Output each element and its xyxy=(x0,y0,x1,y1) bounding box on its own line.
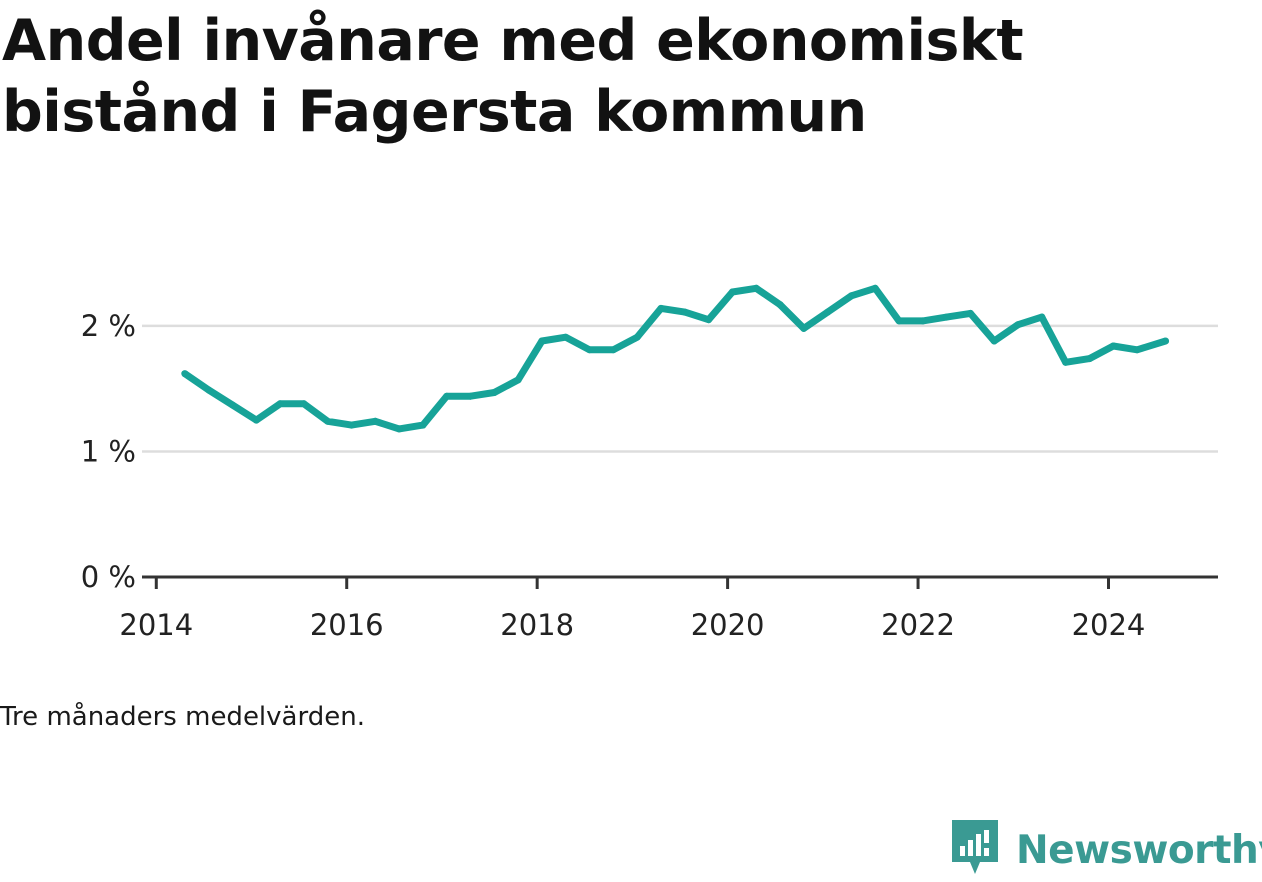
y-axis: 0 % 1 % 2 % xyxy=(81,309,136,594)
gridlines xyxy=(142,324,1218,453)
data-point xyxy=(490,389,498,396)
data-point xyxy=(514,376,522,384)
data-point xyxy=(871,284,879,292)
data-point xyxy=(252,416,260,424)
series-layer xyxy=(181,284,1170,433)
data-point xyxy=(276,400,284,408)
data-point xyxy=(1133,346,1141,354)
data-point xyxy=(562,333,570,341)
data-point xyxy=(705,316,713,324)
data-point xyxy=(919,317,927,325)
data-point xyxy=(990,337,998,345)
data-point xyxy=(467,392,474,400)
data-point xyxy=(943,313,951,321)
data-point xyxy=(895,317,903,325)
footnote: Tre månaders medelvärden. xyxy=(0,702,365,732)
data-point xyxy=(443,392,451,400)
x-axis: 2014 2016 2018 2020 2022 2024 xyxy=(119,577,1145,642)
newsworthy-logo-icon xyxy=(950,818,1000,882)
data-point xyxy=(586,346,593,354)
data-point xyxy=(776,301,784,309)
brand-name: Newsworthy xyxy=(1016,827,1262,873)
data-point xyxy=(824,308,832,316)
data-point xyxy=(1109,342,1117,350)
x-tick-label: 2016 xyxy=(310,608,384,642)
x-tick-label: 2014 xyxy=(119,608,193,642)
x-tick-label: 2020 xyxy=(691,608,765,642)
y-tick-label: 2 % xyxy=(81,309,136,343)
data-point xyxy=(681,308,689,316)
data-point xyxy=(181,370,189,378)
y-tick-label: 0 % xyxy=(81,560,136,594)
data-point xyxy=(300,400,308,408)
data-point xyxy=(657,304,665,312)
data-point xyxy=(800,324,808,332)
data-point xyxy=(538,337,546,345)
x-tick-label: 2018 xyxy=(500,608,574,642)
data-point xyxy=(395,425,403,433)
data-point xyxy=(348,421,355,429)
y-tick-label: 1 % xyxy=(81,434,136,468)
data-point xyxy=(229,401,236,409)
data-point xyxy=(609,346,617,354)
data-point xyxy=(728,288,736,296)
x-tick-label: 2024 xyxy=(1072,608,1146,642)
brand-logo[interactable]: Newsworthy xyxy=(950,818,1262,882)
data-point xyxy=(847,292,855,300)
data-point xyxy=(752,284,760,292)
x-tick-label: 2022 xyxy=(881,608,955,642)
data-point xyxy=(1038,313,1046,321)
data-point xyxy=(324,417,332,425)
data-point xyxy=(1062,358,1070,366)
series-line xyxy=(182,284,1167,433)
chart-title: Andel invånare med ekonomiskt bistånd i … xyxy=(2,8,1024,145)
data-point xyxy=(1014,321,1022,329)
data-point xyxy=(205,386,213,394)
data-point xyxy=(966,309,974,317)
data-point xyxy=(371,417,379,425)
data-point xyxy=(1162,337,1170,345)
data-point xyxy=(1086,355,1093,363)
data-point xyxy=(419,421,427,429)
data-point xyxy=(633,333,641,341)
